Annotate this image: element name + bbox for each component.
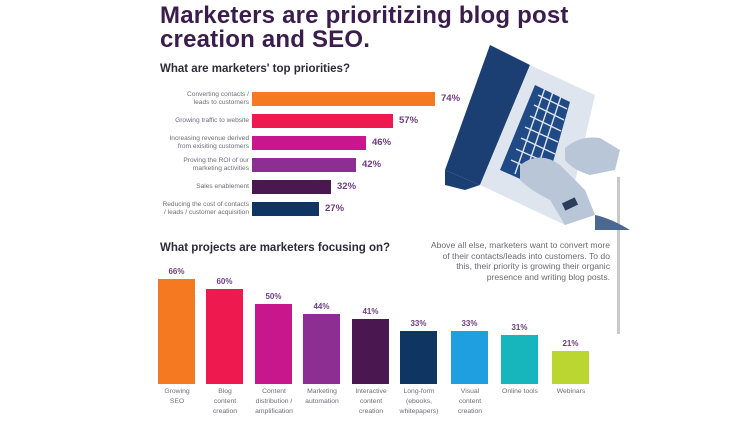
vertical-divider (617, 177, 620, 334)
priority-label-line: / leads / customer acquisition (163, 209, 249, 216)
project-label-line: creation (212, 408, 238, 415)
priority-label: Increasing revenue derived from exisiting… (129, 135, 249, 151)
priority-label-line: Growing traffic to website (175, 117, 249, 124)
project-label: Webinars (546, 387, 596, 397)
project-label-line: creation (457, 408, 483, 415)
laptop-typing-hands-icon (445, 45, 630, 230)
project-label: Interactive content creation (346, 387, 396, 417)
project-bar (352, 319, 389, 384)
project-value: 60% (216, 277, 233, 286)
project-value: 66% (168, 267, 185, 276)
project-label: Long-form (ebooks, whitepapers) (394, 387, 444, 417)
project-value: 33% (410, 319, 427, 328)
project-label-line: amplification (255, 408, 293, 415)
project-label-line: Visual (460, 388, 480, 395)
project-label-line: Content (262, 388, 286, 395)
project-label: Growing SEO (152, 387, 202, 407)
project-bar (206, 289, 243, 384)
priority-label-line: leads to customers (193, 99, 249, 106)
project-label-line: Blog (218, 388, 232, 395)
priority-label: Reducing the cost of contacts / leads / c… (129, 201, 249, 217)
project-value: 44% (313, 302, 330, 311)
priority-label: Sales enablement (129, 183, 249, 191)
priority-label: Growing traffic to website (129, 117, 249, 125)
project-label-line: Webinars (556, 388, 586, 395)
project-value: 31% (511, 323, 528, 332)
page-title: Marketers are prioritizing blog post cre… (160, 4, 580, 52)
project-label: Visual content creation (445, 387, 495, 417)
priority-label: Proving the ROI of our marketing activiti… (129, 157, 249, 173)
project-label-line: creation (358, 408, 384, 415)
priority-bar (252, 136, 366, 150)
priority-value: 46% (372, 137, 392, 148)
project-bar (552, 351, 589, 384)
priority-value: 57% (399, 115, 419, 126)
priority-label-line: marketing activities (192, 165, 249, 172)
project-value: 50% (265, 292, 282, 301)
priority-label-line: Increasing revenue derived (169, 135, 249, 142)
priority-bar (252, 158, 356, 172)
project-label-line: Marketing (307, 388, 337, 395)
priority-label-line: from exisiting customers (177, 143, 249, 150)
priority-label-line: Proving the ROI of our (183, 157, 249, 164)
project-bar (400, 331, 437, 384)
priority-label-line: Converting contacts / (187, 91, 249, 98)
project-label-line: Online tools (502, 388, 538, 395)
project-label-line: Interactive (355, 388, 387, 395)
title-line-1: Marketers are prioritizing blog post (160, 2, 569, 29)
projects-heading: What projects are marketers focusing on? (160, 242, 391, 254)
priority-value: 27% (325, 203, 345, 214)
project-bar (451, 331, 488, 384)
priorities-heading: What are marketers' top priorities? (160, 63, 350, 75)
project-label-line: automation (305, 398, 339, 405)
project-bar (303, 314, 340, 384)
project-label: Blog content creation (200, 387, 250, 417)
project-label-line: content (213, 398, 237, 405)
project-label: Marketing automation (297, 387, 347, 407)
project-label-line: content (458, 398, 482, 405)
project-label: Online tools (495, 387, 545, 397)
priority-bar (252, 202, 319, 216)
project-bar (255, 304, 292, 384)
project-value: 41% (362, 307, 379, 316)
priority-label: Converting contacts / leads to customers (129, 91, 249, 107)
project-bar (501, 335, 538, 384)
project-label-line: Long-form (403, 388, 435, 395)
project-label-line: distribution / (255, 398, 293, 405)
summary-note: Above all else, marketers want to conver… (430, 240, 610, 282)
project-value: 21% (562, 339, 579, 348)
priority-label-line: Sales enablement (196, 183, 249, 190)
project-label: Content distribution / amplification (249, 387, 299, 417)
project-label-line: whitepapers) (399, 408, 439, 415)
project-label-line: SEO (169, 398, 185, 405)
project-label-line: Growing (164, 388, 190, 395)
project-bar (158, 279, 195, 384)
priority-bar (252, 114, 393, 128)
priority-value: 42% (362, 159, 382, 170)
priority-bar (252, 180, 331, 194)
project-value: 33% (461, 319, 478, 328)
priority-value: 32% (337, 181, 357, 192)
title-line-2: creation and SEO. (160, 26, 371, 53)
project-label-line: content (359, 398, 383, 405)
priority-value: 74% (441, 93, 461, 104)
project-label-line: (ebooks, (405, 398, 433, 405)
priority-bar (252, 92, 435, 106)
priority-label-line: Reducing the cost of contacts (162, 201, 249, 208)
